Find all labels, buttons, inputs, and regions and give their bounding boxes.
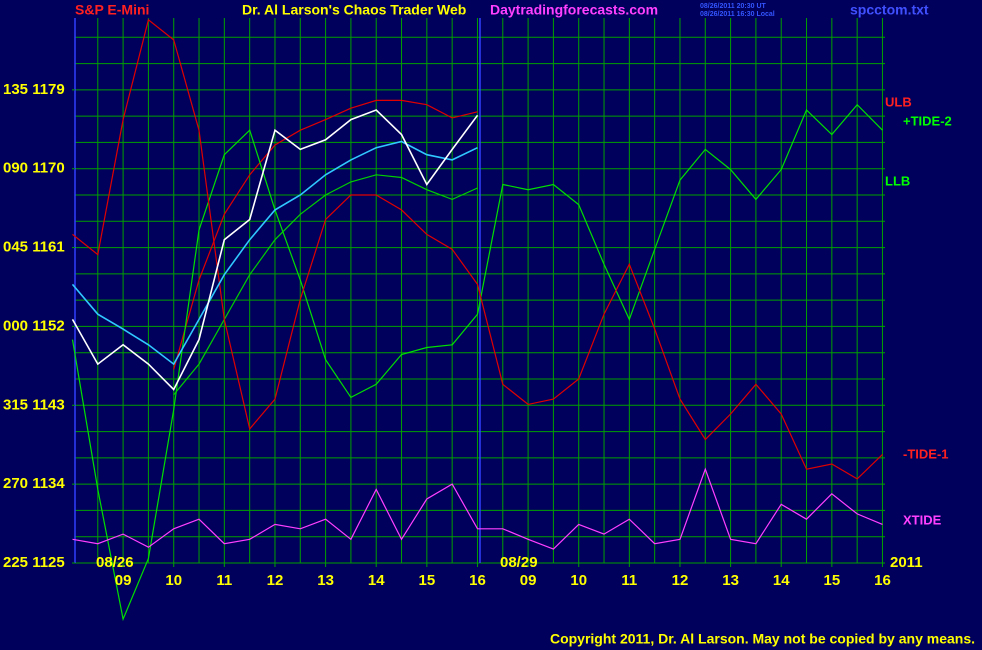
file-name: spcctom.txt	[850, 2, 929, 18]
date-annotation: 08/29	[500, 554, 538, 571]
chart-subtitle: Daytradingforecasts.com	[490, 2, 658, 18]
series-line	[71, 103, 883, 622]
y-tick-label: 090 1170	[3, 160, 65, 177]
timestamp: 08/26/2011 20:30 UT	[700, 3, 766, 10]
series-label: XTIDE	[903, 512, 942, 527]
series-label: -TIDE-1	[903, 446, 949, 461]
x-tick-label: 15	[824, 572, 841, 589]
y-tick-label: 045 1161	[3, 239, 65, 256]
x-tick-label: 11	[216, 572, 232, 589]
y-tick-label: 315 1143	[3, 396, 65, 413]
x-tick-label: 11	[621, 572, 637, 589]
series-line	[72, 467, 883, 550]
chart-title: Dr. Al Larson's Chaos Trader Web	[242, 2, 466, 18]
year-annotation: 2011	[890, 554, 923, 571]
x-tick-label: 13	[317, 572, 334, 589]
series-label: ULB	[885, 94, 912, 109]
x-tick-label: 15	[419, 572, 436, 589]
x-tick-label: 14	[368, 572, 385, 589]
y-tick-label: 270 1134	[3, 475, 65, 492]
x-tick-label: 12	[672, 572, 689, 589]
series-line	[173, 99, 478, 370]
series-line	[71, 140, 478, 366]
instrument: S&P E-Mini	[75, 2, 149, 18]
y-tick-label: 135 1179	[3, 81, 65, 98]
x-tick-label: 14	[773, 572, 790, 589]
x-tick-label: 16	[469, 572, 486, 589]
x-tick-label: 16	[874, 572, 891, 589]
x-tick-label: 09	[520, 572, 537, 589]
x-tick-label: 10	[165, 572, 182, 589]
timestamp: 08/26/2011 16:30 Local	[700, 11, 775, 18]
x-tick-label: 12	[267, 572, 284, 589]
series-line	[72, 18, 883, 480]
series-label: LLB	[885, 173, 910, 188]
y-tick-label: 000 1152	[3, 317, 65, 334]
y-tick-label: 225 1125	[3, 554, 65, 571]
x-tick-label: 13	[722, 572, 739, 589]
series-line	[71, 109, 479, 391]
series-label: +TIDE-2	[903, 113, 952, 128]
x-tick-label: 10	[570, 572, 587, 589]
copyright: Copyright 2011, Dr. Al Larson. May not b…	[550, 631, 975, 647]
date-annotation: 08/26	[96, 554, 134, 571]
x-tick-label: 09	[115, 572, 132, 589]
